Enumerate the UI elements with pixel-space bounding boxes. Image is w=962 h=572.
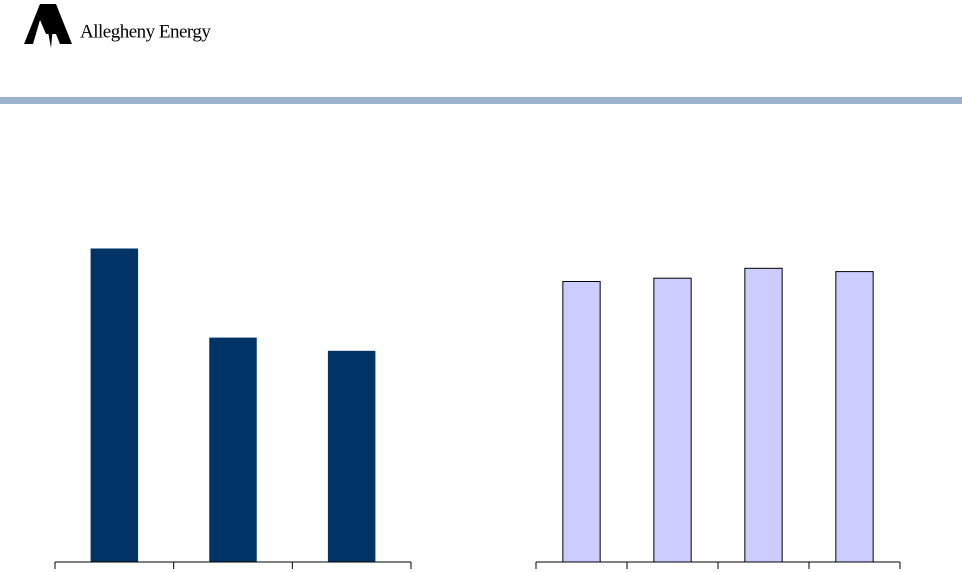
bar <box>90 248 139 562</box>
logo-text: Allegheny Energy <box>80 21 211 42</box>
logo-bolt <box>47 26 53 48</box>
header-rule <box>0 97 962 104</box>
bar <box>327 350 376 562</box>
bar <box>835 271 874 563</box>
logo: Allegheny Energy <box>24 4 212 48</box>
bar <box>744 267 783 563</box>
bar <box>562 281 601 563</box>
bar <box>653 277 692 563</box>
logo-mark <box>24 4 72 44</box>
bar <box>209 337 257 562</box>
